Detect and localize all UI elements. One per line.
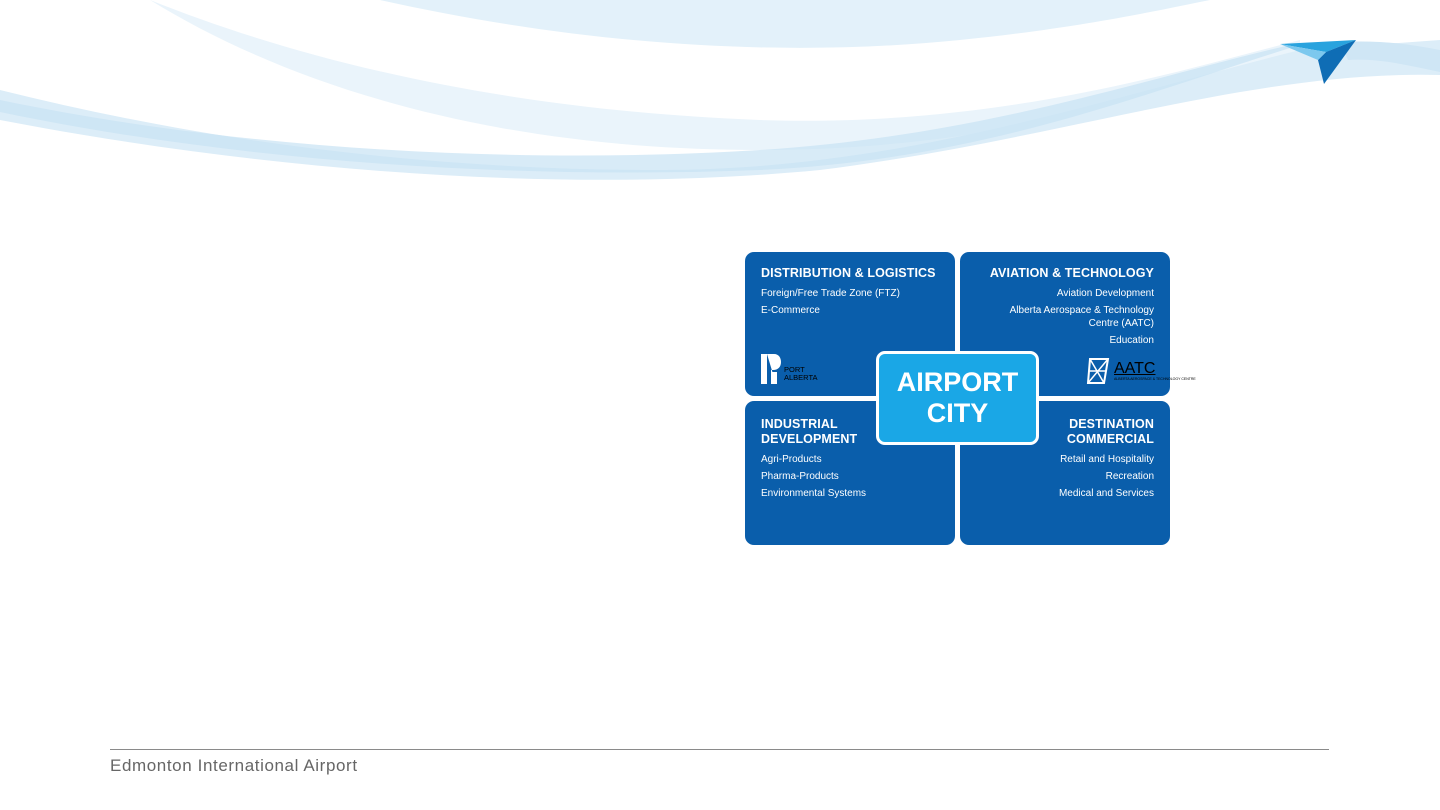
quadrant-item: Pharma-Products	[761, 471, 839, 482]
center-line2: CITY	[926, 398, 989, 428]
aatc-logo: AATC ALBERTA AEROSPACE & TECHNOLOGY CENT…	[1086, 356, 1196, 386]
paper-plane-icon	[1280, 40, 1356, 84]
aatc-icon	[1086, 358, 1110, 384]
quadrant-item: Recreation	[1105, 471, 1154, 482]
header-swoosh	[0, 0, 1440, 180]
aatc-subtitle: ALBERTA AEROSPACE & TECHNOLOGY CENTRE	[1114, 377, 1196, 381]
footer-divider	[110, 749, 1329, 750]
quadrant-item: Aviation Development	[1056, 288, 1154, 299]
port-alberta-line1: PORT	[784, 365, 805, 374]
port-alberta-icon	[761, 354, 781, 384]
aatc-name: AATC	[1114, 360, 1156, 377]
quadrant-item: Foreign/Free Trade Zone (FTZ)	[761, 288, 900, 299]
quadrant-title: DISTRIBUTION & LOGISTICS	[761, 266, 936, 280]
quadrant-item: Environmental Systems	[761, 488, 867, 499]
port-alberta-logo: PORT ALBERTA	[761, 352, 818, 384]
quadrant-title: AVIATION & TECHNOLOGY	[989, 266, 1154, 280]
quadrant-title: DESTINATION COMMERCIAL	[1066, 417, 1154, 446]
quadrant-item: Agri-Products	[761, 454, 822, 465]
quadrant-item: Education	[1109, 335, 1154, 346]
center-line1: AIRPORT	[896, 367, 1019, 397]
port-alberta-line2: ALBERTA	[784, 373, 818, 382]
quadrant-item: Alberta Aerospace & Technology Centre (A…	[1009, 305, 1154, 329]
quadrant-item: Medical and Services	[1058, 488, 1154, 499]
quadrant-item: E-Commerce	[761, 305, 820, 316]
airport-city-center: AIRPORT CITY	[876, 351, 1039, 445]
quadrant-title: INDUSTRIAL DEVELOPMENT	[761, 417, 858, 446]
footer-title: Edmonton International Airport	[110, 756, 358, 775]
quadrant-item: Retail and Hospitality	[1060, 454, 1154, 465]
